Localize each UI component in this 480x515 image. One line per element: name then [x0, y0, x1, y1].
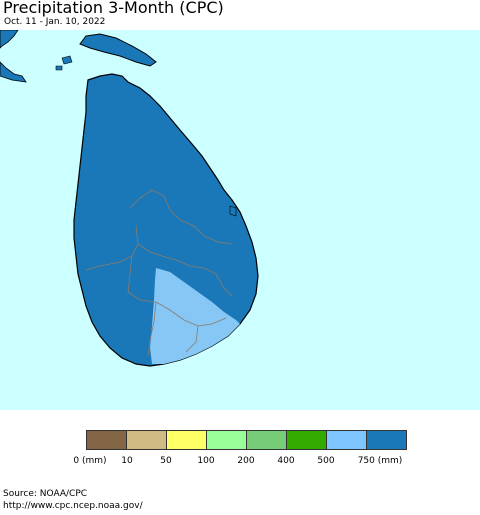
legend-swatch — [367, 431, 406, 449]
legend-label: 100 — [197, 456, 215, 466]
legend-label: 10 — [121, 456, 133, 466]
jaffna-peninsula — [79, 33, 157, 67]
legend-swatch — [247, 431, 287, 449]
province-boundary — [129, 189, 233, 245]
legend-label: 400 — [277, 456, 295, 466]
map-svg — [0, 30, 480, 410]
source-url: http://www.cpc.ncep.noaa.gov/ — [3, 501, 143, 511]
legend-label: 50 — [160, 456, 172, 466]
legend-label: 500 — [317, 456, 335, 466]
lower-precip-zone — [150, 268, 240, 364]
coastal-islet — [61, 55, 73, 65]
legend-label: 750 (mm) — [357, 456, 403, 466]
map-date-range: Oct. 11 - Jan. 10, 2022 — [4, 17, 106, 27]
source-credit: Source: NOAA/CPC — [3, 489, 88, 499]
legend-swatch — [87, 431, 127, 449]
province-boundary — [185, 325, 199, 353]
map-title: Precipitation 3-Month (CPC) — [3, 0, 224, 17]
legend-swatch — [167, 431, 207, 449]
province-boundary — [147, 301, 157, 357]
india-coast-west — [0, 61, 27, 83]
province-boundary — [85, 225, 139, 271]
province-boundary — [137, 243, 233, 297]
province-boundary — [127, 255, 227, 327]
legend-swatch — [127, 431, 167, 449]
legend-label: 0 (mm) — [73, 456, 107, 466]
legend-swatch — [327, 431, 367, 449]
india-coast — [0, 30, 19, 49]
coastal-islet — [55, 65, 63, 71]
legend-swatch — [287, 431, 327, 449]
legend-color-bar — [86, 430, 407, 450]
coastal-islet — [229, 205, 237, 217]
precipitation-map — [0, 30, 480, 410]
legend-swatch — [207, 431, 247, 449]
legend-label: 200 — [237, 456, 255, 466]
